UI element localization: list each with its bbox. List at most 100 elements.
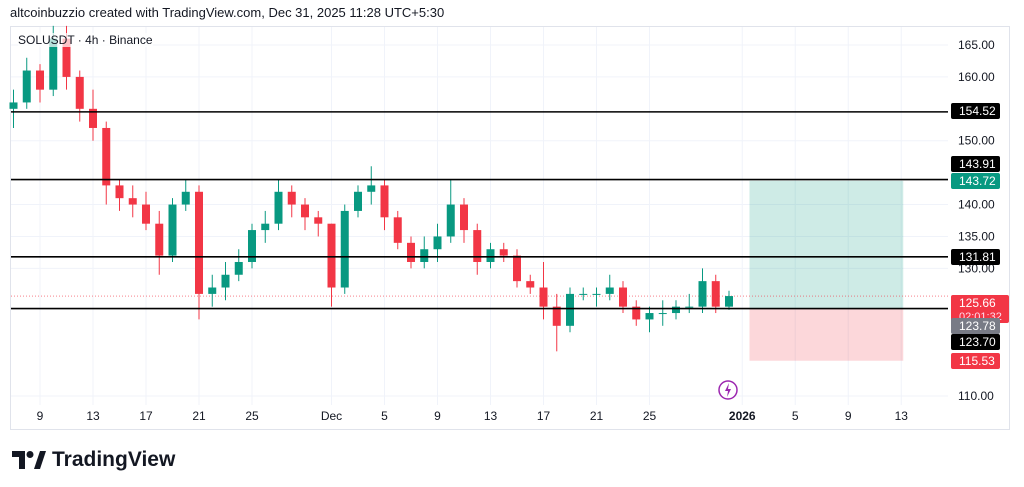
candle-body: [393, 217, 402, 243]
candle-body: [248, 230, 256, 262]
x-tick-label: 21: [192, 409, 206, 423]
candle-body: [75, 76, 84, 109]
chart-frame: [10, 26, 1010, 430]
candle-body: [168, 204, 177, 256]
x-tick-label: 21: [590, 409, 604, 423]
x-tick-label: 17: [139, 409, 153, 423]
candle-body: [9, 102, 18, 109]
price-label-text: 125.66: [959, 296, 996, 310]
price-label-entry: [951, 318, 1000, 334]
candle-body: [314, 217, 323, 224]
candle-body: [301, 204, 309, 218]
tradingview-logo-icon: [12, 451, 46, 469]
candle-body: [513, 255, 521, 282]
x-tick-label: 9: [434, 409, 441, 423]
candle-body: [645, 313, 654, 320]
y-tick-label: 135.00: [958, 229, 995, 243]
candle-body: [619, 287, 627, 307]
x-tick-label: 17: [537, 409, 551, 423]
price-label-text: 131.81: [959, 250, 996, 264]
candle-body: [287, 191, 296, 205]
candle-body: [274, 191, 283, 224]
price-label-level: [951, 334, 1000, 350]
candle-body: [658, 313, 667, 315]
candle-body: [327, 223, 336, 288]
x-tick-label: Dec: [321, 409, 342, 423]
candle-body: [49, 38, 58, 90]
x-tick-label: 9: [845, 409, 852, 423]
candle-body: [128, 198, 137, 205]
candle-body: [486, 249, 495, 262]
candle-body: [605, 287, 614, 294]
candle-body: [499, 249, 508, 256]
price-label-text: 115.53: [959, 354, 995, 368]
price-label-level: [951, 103, 1000, 119]
candle-body: [22, 70, 31, 103]
candle-body: [672, 306, 680, 314]
candle-body: [115, 185, 124, 199]
price-label-last: [951, 295, 1009, 323]
x-tick-label: 25: [643, 409, 657, 423]
price-label-text: 154.52: [959, 104, 996, 118]
candle-body: [36, 70, 44, 90]
candle-body: [380, 185, 389, 218]
candle-body: [89, 108, 97, 128]
candle-body: [725, 296, 733, 307]
x-tick-label: 2026: [729, 409, 756, 423]
candle-body: [632, 306, 641, 320]
candle-body: [221, 274, 230, 288]
lightning-icon-glyph: [725, 383, 731, 397]
price-label-text: 143.72: [959, 174, 996, 188]
candle-body: [195, 191, 203, 294]
price-label-target: [951, 173, 1000, 189]
attribution: altcoinbuzzio created with TradingView.c…: [10, 5, 445, 20]
candle-body: [407, 242, 415, 262]
candle-body: [208, 287, 217, 294]
candle-body: [181, 191, 190, 205]
x-tick-label: 13: [86, 409, 100, 423]
candle-body: [155, 223, 164, 256]
y-tick-label: 150.00: [958, 134, 995, 148]
candle-body: [446, 204, 455, 237]
candle-body: [354, 191, 362, 211]
candle-body: [234, 261, 243, 275]
logo-text: TradingView: [52, 448, 176, 471]
y-tick-label: 160.00: [958, 70, 995, 84]
candle-body: [142, 204, 150, 224]
price-label-text: 123.70: [959, 335, 996, 349]
price-label-text: 143.91: [959, 157, 996, 171]
x-tick-label: 9: [37, 409, 44, 423]
y-tick-label: 110.00: [958, 389, 994, 403]
candle-body: [552, 306, 561, 326]
candle-body: [539, 287, 548, 307]
price-label-level: [951, 249, 1000, 265]
candle-body: [592, 293, 601, 295]
candle-body: [473, 230, 482, 262]
price-label-text: 123.78: [959, 319, 996, 333]
x-tick-label: 5: [792, 409, 799, 423]
price-label-stop: [951, 353, 1000, 369]
stop-zone: [749, 308, 904, 361]
candle-body: [62, 38, 71, 77]
price-label-level: [951, 156, 1000, 172]
symbol-info: SOLUSDT · 4h · Binance: [18, 33, 153, 47]
x-tick-label: 5: [381, 409, 388, 423]
candle-body: [579, 293, 588, 295]
x-tick-label: 13: [484, 409, 498, 423]
target-zone: [749, 180, 904, 309]
candle-body: [526, 281, 535, 288]
candle-body: [261, 223, 270, 231]
candle-body: [433, 236, 442, 250]
candle-body: [698, 281, 707, 307]
candle-body: [685, 306, 694, 308]
candle-body: [460, 204, 468, 231]
y-tick-label: 140.00: [958, 198, 995, 212]
candle-body: [566, 293, 574, 326]
candle-body: [420, 249, 429, 262]
candle-body: [102, 127, 111, 186]
x-tick-label: 13: [895, 409, 909, 423]
y-tick-label: 165.00: [958, 38, 995, 52]
candle-body: [340, 210, 349, 288]
candle-body: [711, 281, 720, 307]
